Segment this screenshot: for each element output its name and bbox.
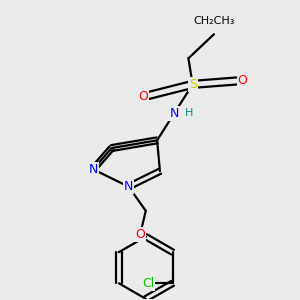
Text: CH₂CH₃: CH₂CH₃ — [193, 16, 235, 26]
Text: O: O — [138, 90, 148, 104]
Text: O: O — [238, 74, 248, 87]
Text: H: H — [185, 108, 193, 118]
Text: S: S — [189, 78, 197, 91]
Text: Cl: Cl — [142, 277, 154, 290]
Text: N: N — [88, 163, 98, 176]
Text: N: N — [169, 107, 179, 120]
Text: N: N — [124, 180, 134, 193]
Text: O: O — [135, 228, 145, 242]
